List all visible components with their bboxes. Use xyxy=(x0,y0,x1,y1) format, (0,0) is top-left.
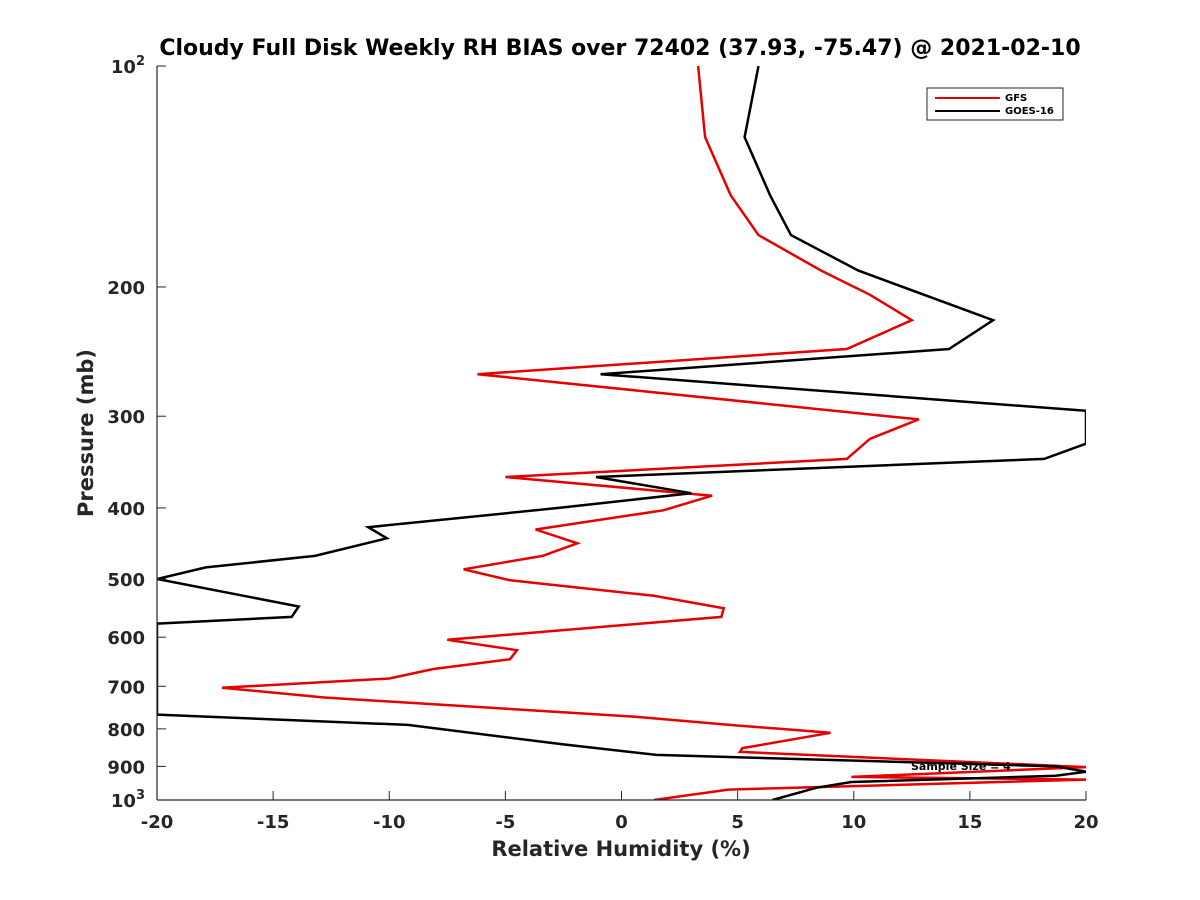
y-tick-label: 500 xyxy=(107,570,145,591)
y-tick-label: 400 xyxy=(107,499,145,520)
series-layer xyxy=(157,66,1086,800)
x-tick-label: 5 xyxy=(731,812,744,833)
series-line-goes16 xyxy=(157,66,1086,800)
y-tick-label: 600 xyxy=(107,628,145,649)
x-tick-label: -20 xyxy=(141,812,174,833)
x-tick-label: 15 xyxy=(957,812,982,833)
y-tick-label: 200 xyxy=(107,278,145,299)
y-tick-label: 900 xyxy=(107,757,145,778)
y-tick-label: 800 xyxy=(107,720,145,741)
x-tick-label: 20 xyxy=(1073,812,1098,833)
plot-area xyxy=(157,66,1086,800)
y-tick-label: 300 xyxy=(107,407,145,428)
x-tick-label: -5 xyxy=(495,812,515,833)
x-tick-label: -10 xyxy=(373,812,406,833)
legend-label-goes16: GOES-16 xyxy=(1005,106,1054,117)
legend: GFS GOES-16 xyxy=(926,87,1064,121)
x-tick-label: 10 xyxy=(841,812,866,833)
legend-label-gfs: GFS xyxy=(1005,93,1027,104)
legend-box xyxy=(926,87,1064,121)
x-tick-label: 0 xyxy=(615,812,628,833)
y-axis-label: Pressure (mb) xyxy=(74,349,98,517)
y-tick-label: 700 xyxy=(107,677,145,698)
sample-size-annotation: Sample Size = 4 xyxy=(911,760,1011,773)
x-tick-label: -15 xyxy=(257,812,290,833)
x-ticks: -20 -15 -10 -5 0 5 10 15 20 xyxy=(141,791,1099,833)
chart-title: Cloudy Full Disk Weekly RH BIAS over 724… xyxy=(159,36,1080,61)
series-line-gfs xyxy=(221,66,1086,800)
x-axis-label: Relative Humidity (%) xyxy=(491,837,750,861)
